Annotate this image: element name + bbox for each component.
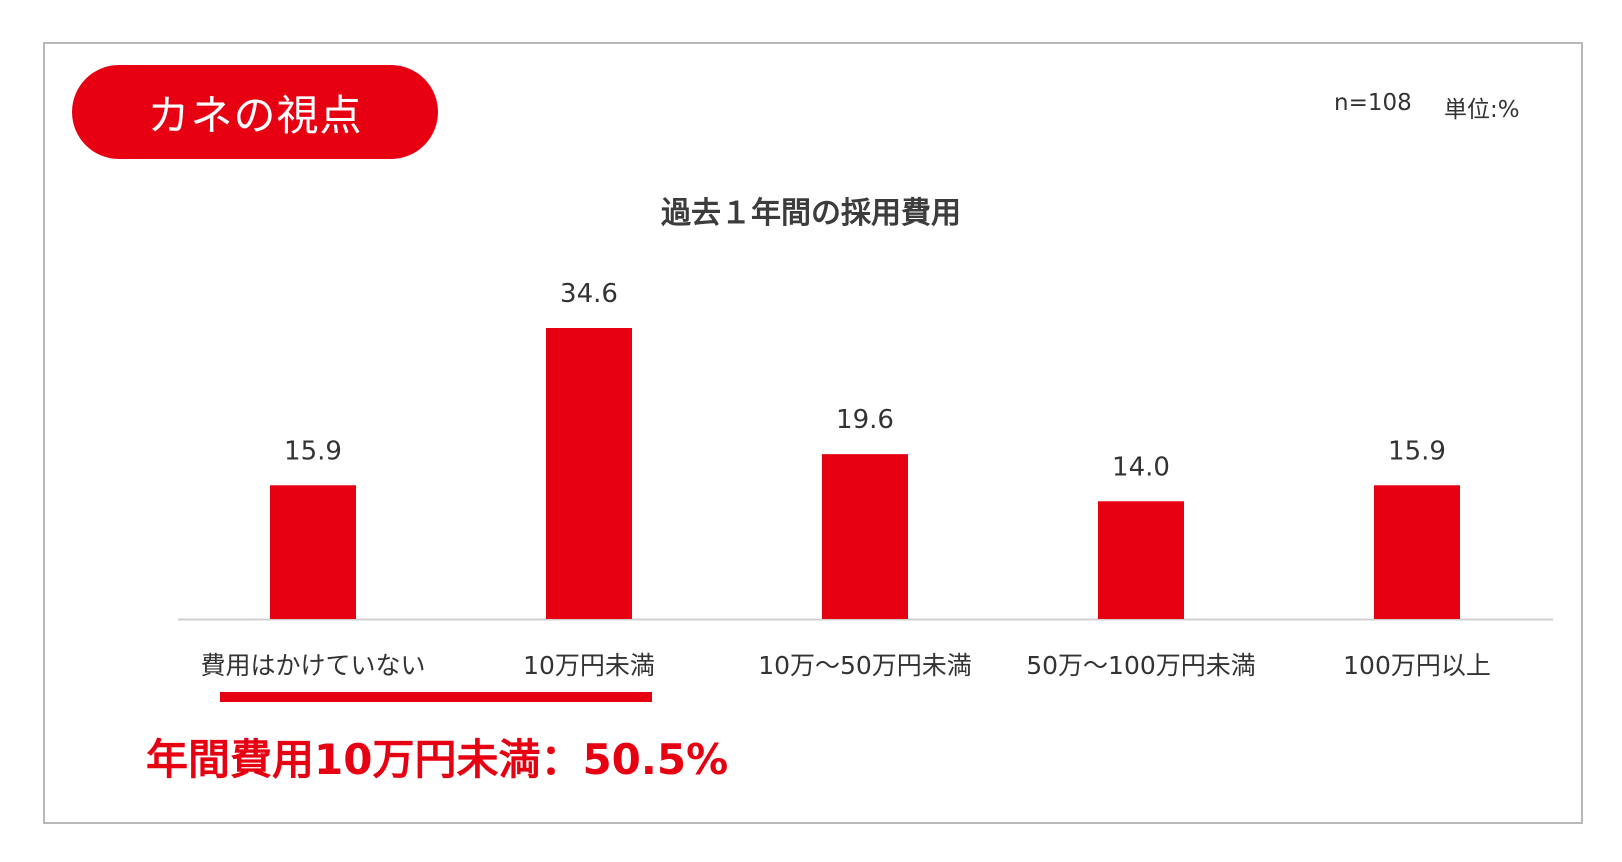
- category-label-3: 10万～50万円未満: [758, 651, 972, 680]
- bar-chart: 15.9 費用はかけていない 34.6 10万円未満 19.6 10万～50万円未満 14.…: [178, 279, 1553, 680]
- unit-label: 単位:%: [1444, 97, 1520, 123]
- bar-2: [546, 328, 632, 619]
- data-label-1: 15.9: [284, 436, 342, 466]
- category-badge: カネの視点: [72, 65, 438, 159]
- data-label-3: 19.6: [836, 405, 894, 435]
- chart-frame: [43, 42, 1583, 824]
- category-label-5: 100万円以上: [1343, 651, 1491, 680]
- data-label-2: 34.6: [560, 279, 618, 309]
- bar-1: [270, 485, 356, 619]
- category-label-2: 10万円未満: [523, 651, 655, 680]
- category-badge-label: カネの視点: [147, 90, 363, 140]
- bar-3: [822, 454, 908, 619]
- data-label-4: 14.0: [1112, 452, 1170, 482]
- category-label-1: 費用はかけていない: [200, 651, 425, 680]
- bar-4: [1098, 501, 1184, 619]
- chart-title: 過去１年間の採用費用: [661, 196, 961, 231]
- data-label-5: 15.9: [1388, 436, 1446, 466]
- category-label-4: 50万～100万円未満: [1026, 651, 1256, 680]
- sample-size-label: n=108: [1334, 90, 1412, 116]
- summary-text: 年間費用10万円未満：50.5%: [146, 735, 729, 784]
- highlight-underline: [220, 692, 652, 702]
- bar-5: [1374, 485, 1460, 619]
